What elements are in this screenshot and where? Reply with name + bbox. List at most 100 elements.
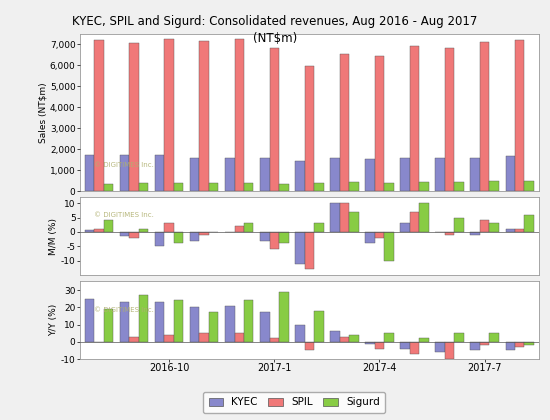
Y-axis label: Y/Y (%): Y/Y (%) (49, 304, 58, 336)
Y-axis label: M/M (%): M/M (%) (49, 218, 58, 255)
Bar (174, 183, 183, 191)
Bar (200, 41, 209, 191)
Bar (445, 232, 454, 235)
Text: KYEC, SPIL and Sigurd: Consolidated revenues, Aug 2016 - Aug 2017
(NT$m): KYEC, SPIL and Sigurd: Consolidated reve… (72, 15, 478, 45)
Bar (375, 232, 384, 238)
Bar (200, 232, 209, 235)
Bar (164, 39, 174, 191)
Bar (155, 232, 164, 246)
Bar (94, 40, 104, 191)
Bar (349, 335, 359, 342)
Bar (120, 155, 129, 191)
Bar (436, 158, 445, 191)
Bar (279, 232, 289, 244)
Bar (244, 300, 254, 342)
Bar (470, 158, 480, 191)
Bar (129, 232, 139, 238)
Bar (85, 231, 94, 232)
Bar (410, 212, 419, 232)
Bar (164, 223, 174, 232)
Bar (295, 325, 305, 342)
Bar (305, 232, 314, 269)
Bar (525, 181, 534, 191)
Bar (490, 181, 499, 191)
Bar (480, 42, 490, 191)
Bar (330, 158, 340, 191)
Bar (190, 232, 200, 241)
Bar (305, 66, 314, 191)
Bar (419, 339, 429, 342)
Y-axis label: Sales (NT$m): Sales (NT$m) (38, 82, 47, 143)
Bar (190, 307, 200, 342)
Bar (139, 183, 148, 191)
Bar (120, 232, 129, 236)
Bar (295, 160, 305, 191)
Bar (470, 232, 480, 235)
Bar (314, 223, 323, 232)
Bar (340, 203, 349, 232)
Bar (104, 309, 113, 342)
Bar (234, 39, 244, 191)
Bar (410, 342, 419, 354)
Bar (104, 220, 113, 232)
Legend: KYEC, SPIL, Sigurd: KYEC, SPIL, Sigurd (204, 392, 385, 413)
Bar (94, 229, 104, 232)
Bar (445, 48, 454, 191)
Bar (155, 302, 164, 342)
Bar (244, 183, 254, 191)
Bar (400, 158, 410, 191)
Bar (260, 312, 270, 342)
Bar (340, 53, 349, 191)
Bar (279, 292, 289, 342)
Bar (410, 46, 419, 191)
Text: © DIGITIMES Inc.: © DIGITIMES Inc. (94, 212, 153, 218)
Bar (436, 342, 445, 352)
Bar (384, 183, 394, 191)
Bar (490, 223, 499, 232)
Bar (505, 229, 515, 232)
Bar (445, 342, 454, 359)
Bar (314, 183, 323, 191)
Bar (419, 182, 429, 191)
Bar (270, 339, 279, 342)
Bar (85, 299, 94, 342)
Bar (234, 226, 244, 232)
Bar (330, 331, 340, 342)
Bar (139, 229, 148, 232)
Bar (400, 223, 410, 232)
Bar (454, 218, 464, 232)
Bar (515, 342, 525, 347)
Bar (505, 156, 515, 191)
Bar (164, 335, 174, 342)
Bar (454, 181, 464, 191)
Bar (525, 342, 534, 345)
Bar (129, 43, 139, 191)
Bar (490, 333, 499, 342)
Text: © DIGITIMES Inc.: © DIGITIMES Inc. (94, 307, 153, 313)
Bar (480, 220, 490, 232)
Bar (365, 342, 375, 344)
Bar (174, 232, 183, 244)
Bar (515, 40, 525, 191)
Bar (244, 223, 254, 232)
Bar (85, 155, 94, 191)
Bar (419, 203, 429, 232)
Bar (225, 158, 234, 191)
Bar (480, 342, 490, 345)
Bar (330, 203, 340, 232)
Bar (365, 158, 375, 191)
Bar (400, 342, 410, 349)
Text: © DIGITIMES Inc.: © DIGITIMES Inc. (94, 163, 153, 168)
Bar (225, 306, 234, 342)
Bar (270, 232, 279, 249)
Bar (174, 300, 183, 342)
Bar (190, 158, 200, 191)
Bar (209, 183, 218, 191)
Bar (104, 184, 113, 191)
Bar (155, 155, 164, 191)
Bar (270, 48, 279, 191)
Bar (129, 337, 139, 342)
Bar (295, 232, 305, 264)
Bar (314, 311, 323, 342)
Bar (349, 212, 359, 232)
